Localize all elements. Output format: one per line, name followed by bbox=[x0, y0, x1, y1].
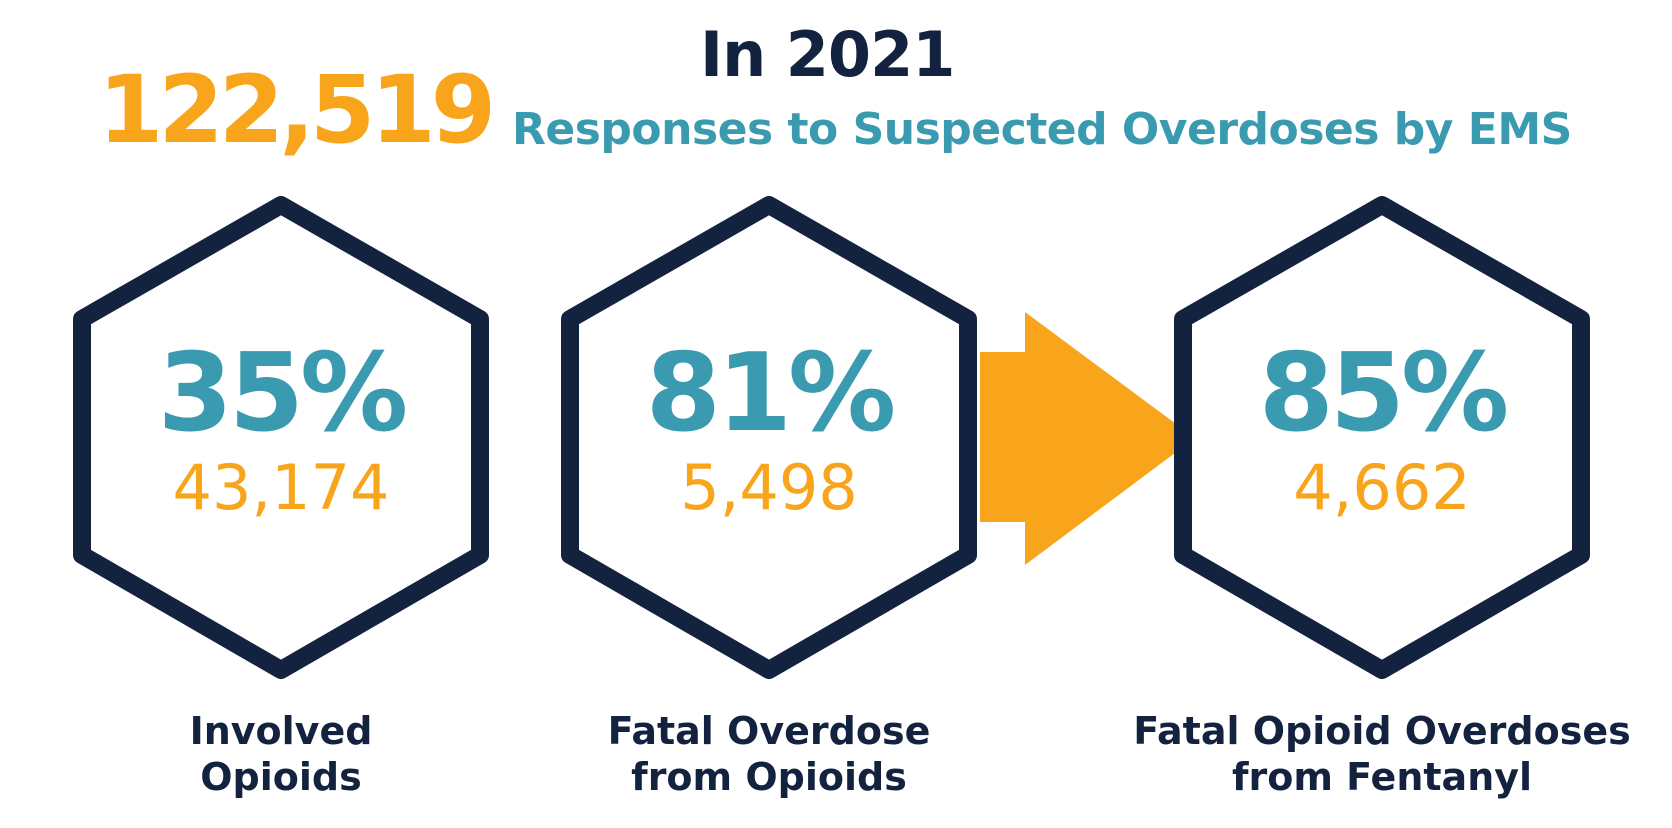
total-responses-number: 122,519 bbox=[98, 56, 496, 165]
caption-involved-opioids: Involved Opioids bbox=[1, 708, 561, 800]
caption-line: from Fentanyl bbox=[1231, 755, 1533, 799]
stat-percent: 35% bbox=[157, 331, 409, 456]
stat-block-involved-opioids: 35% 43,174 bbox=[81, 340, 481, 522]
year-title: In 2021 bbox=[700, 18, 955, 91]
stat-percent: 85% bbox=[1258, 331, 1510, 456]
hexagon-involved-opioids bbox=[73, 196, 489, 679]
stat-count: 4,662 bbox=[1293, 451, 1471, 524]
stat-percent: 81% bbox=[645, 331, 897, 456]
caption-line: Fatal Overdose bbox=[607, 709, 931, 753]
stat-block-fentanyl: 85% 4,662 bbox=[1182, 340, 1582, 522]
total-responses-label: Responses to Suspected Overdoses by EMS bbox=[512, 104, 1572, 155]
stat-count: 5,498 bbox=[680, 451, 858, 524]
caption-fatal-overdose: Fatal Overdose from Opioids bbox=[489, 708, 1049, 800]
right-arrow-icon bbox=[980, 312, 1195, 565]
caption-fentanyl: Fatal Opioid Overdoses from Fentanyl bbox=[1102, 708, 1662, 800]
caption-line: Opioids bbox=[200, 755, 362, 799]
stat-block-fatal-overdose: 81% 5,498 bbox=[569, 340, 969, 522]
caption-line: Fatal Opioid Overdoses bbox=[1133, 709, 1631, 753]
caption-line: Involved bbox=[189, 709, 373, 753]
caption-line: from Opioids bbox=[631, 755, 907, 799]
stat-count: 43,174 bbox=[172, 451, 390, 524]
hexagon-fatal-overdose bbox=[561, 196, 977, 679]
hexagon-fentanyl bbox=[1174, 196, 1590, 679]
